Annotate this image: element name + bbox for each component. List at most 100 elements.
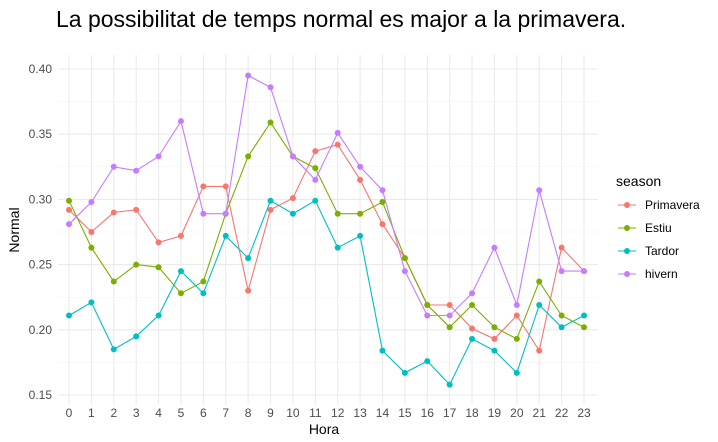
data-point-primavera: [379, 221, 386, 228]
y-tick-label: 0.35: [29, 127, 53, 141]
data-point-estiu: [88, 244, 95, 251]
data-point-tardor: [66, 312, 72, 319]
data-point-hivern: [581, 268, 587, 275]
x-tick-label: 10: [286, 406, 300, 420]
data-point-hivern: [446, 312, 453, 319]
data-point-primavera: [513, 312, 520, 319]
x-tick-label: 22: [555, 406, 569, 420]
x-tick-label: 14: [376, 406, 390, 420]
data-point-tardor: [155, 312, 162, 319]
data-point-tardor: [245, 255, 252, 262]
x-tick-label: 2: [110, 406, 117, 420]
x-tick-label: 20: [510, 406, 524, 420]
x-tick-label: 8: [245, 406, 252, 420]
x-tick-label: 11: [309, 406, 322, 420]
chart-title: La possibilitat de temps normal es major…: [56, 6, 626, 32]
legend-item-estiu: Estiu: [618, 221, 672, 235]
data-point-tardor: [469, 335, 476, 342]
data-point-hivern: [424, 312, 431, 319]
data-point-primavera: [469, 325, 476, 332]
data-point-estiu: [491, 324, 498, 331]
x-tick-label: 6: [200, 406, 207, 420]
data-point-primavera: [66, 206, 72, 213]
data-point-primavera: [222, 183, 229, 190]
data-point-tardor: [424, 358, 431, 365]
x-tick-label: 19: [488, 406, 502, 420]
legend-item-hivern: hivern: [618, 267, 678, 281]
series-line-hivern: [68, 74, 584, 317]
legend-label: hivern: [645, 267, 678, 281]
data-point-estiu: [424, 302, 431, 309]
legend-item-tardor: Tardor: [618, 244, 679, 258]
data-point-estiu: [133, 261, 140, 268]
data-point-primavera: [558, 244, 565, 251]
data-point-hivern: [312, 176, 319, 183]
x-axis-label: Hora: [309, 421, 340, 437]
legend-label: Estiu: [645, 221, 672, 235]
legend-key-point: [624, 225, 630, 231]
x-tick-label: 18: [465, 406, 479, 420]
data-point-hivern: [558, 268, 565, 275]
y-tick-label: 0.15: [29, 388, 53, 402]
data-point-estiu: [245, 153, 252, 160]
data-point-hivern: [513, 302, 520, 309]
data-point-primavera: [88, 229, 95, 235]
legend-title: season: [616, 173, 661, 189]
legend-label: Tardor: [645, 244, 679, 258]
data-point-primavera: [155, 239, 162, 246]
series-line-primavera: [68, 143, 585, 353]
series-line-tardor: [68, 199, 585, 386]
data-point-tardor: [446, 381, 453, 388]
data-point-estiu: [177, 290, 184, 297]
series-primavera: [66, 141, 587, 354]
data-point-tardor: [267, 197, 274, 204]
x-tick-label: 5: [178, 406, 185, 420]
data-point-tardor: [357, 232, 364, 239]
data-point-estiu: [155, 264, 162, 271]
y-axis-label: Normal: [6, 207, 22, 252]
data-point-primavera: [200, 183, 207, 190]
data-point-primavera: [245, 287, 252, 294]
x-tick-label: 16: [421, 406, 435, 420]
x-tick-label: 7: [222, 406, 229, 420]
data-point-hivern: [222, 210, 229, 217]
data-point-tardor: [401, 369, 408, 376]
x-tick-label: 9: [267, 406, 274, 420]
legend-key-point: [624, 202, 630, 208]
data-point-hivern: [469, 290, 476, 297]
data-point-tardor: [379, 347, 386, 354]
data-point-hivern: [88, 199, 95, 206]
data-point-tardor: [491, 347, 498, 354]
data-point-tardor: [110, 346, 117, 353]
data-point-estiu: [469, 302, 476, 309]
data-point-estiu: [401, 255, 408, 262]
x-tick-label: 1: [88, 406, 95, 420]
data-point-estiu: [581, 324, 587, 331]
legend-label: Primavera: [645, 198, 700, 212]
x-tick-label: 4: [155, 406, 162, 420]
data-point-hivern: [357, 163, 364, 170]
plot-grid: [58, 55, 598, 405]
data-point-estiu: [312, 165, 319, 172]
legend-item-primavera: Primavera: [618, 198, 700, 212]
data-point-tardor: [513, 369, 520, 376]
data-point-estiu: [357, 210, 364, 217]
data-point-tardor: [222, 232, 229, 239]
x-tick-label: 12: [331, 406, 345, 420]
series-estiu: [66, 119, 587, 342]
data-point-estiu: [446, 324, 453, 331]
x-tick-label: 0: [66, 406, 73, 420]
legend-key-point: [624, 271, 630, 277]
data-point-tardor: [312, 197, 319, 204]
data-point-hivern: [66, 221, 72, 228]
data-point-estiu: [379, 199, 386, 206]
data-point-tardor: [88, 299, 95, 306]
data-point-tardor: [177, 268, 184, 275]
data-point-estiu: [267, 119, 274, 126]
data-point-hivern: [536, 187, 543, 194]
series-tardor: [66, 197, 587, 388]
legend-key-point: [624, 248, 630, 254]
y-tick-label: 0.30: [29, 192, 53, 206]
data-point-primavera: [446, 302, 453, 309]
